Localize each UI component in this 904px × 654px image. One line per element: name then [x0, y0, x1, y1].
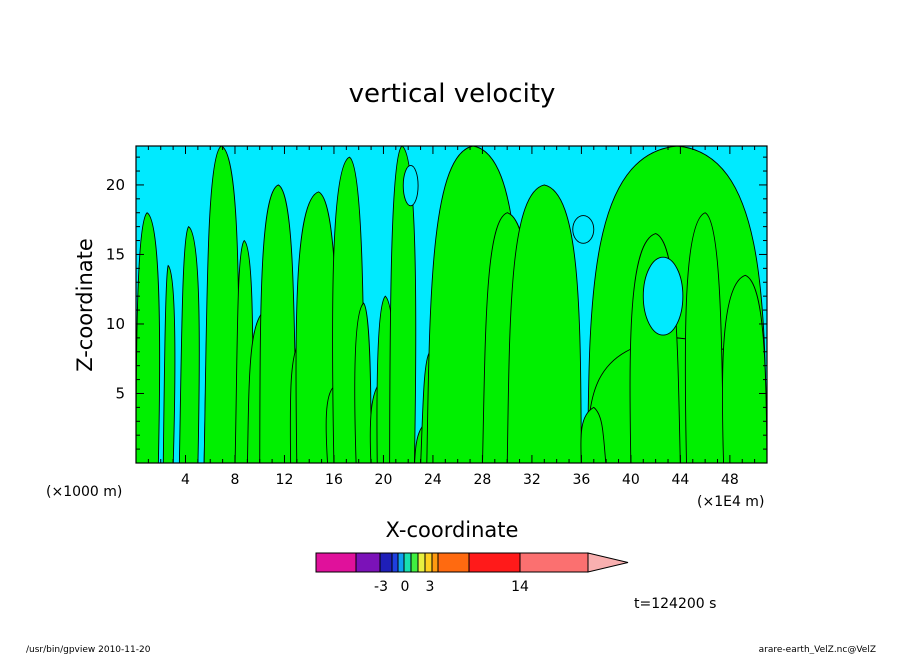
y-tick-label: 15 — [106, 245, 125, 263]
velocity-region — [162, 264, 176, 463]
plot-area — [135, 145, 768, 464]
x-tick-label: 16 — [325, 472, 343, 488]
colorbar-segment — [417, 552, 426, 573]
x-tick-label: 24 — [424, 472, 442, 488]
velocity-region — [506, 184, 582, 463]
x-tick-label: 8 — [231, 472, 240, 488]
y-tick-label: 20 — [106, 176, 125, 194]
colorbar-segment — [379, 552, 393, 573]
colorbar-segment — [431, 552, 439, 573]
velocity-region — [178, 226, 200, 463]
y-tick-label: 10 — [106, 315, 125, 333]
colorbar-segment — [355, 552, 381, 573]
x-tick-label: 48 — [721, 472, 739, 488]
x-tick-label: 4 — [181, 472, 190, 488]
velocity-region — [721, 274, 767, 463]
x-tick-label: 12 — [276, 472, 294, 488]
footer-left-note: /usr/bin/gpview 2010-11-20 — [26, 645, 151, 654]
colorbar-segment — [437, 552, 470, 573]
colorbar-segment — [391, 552, 399, 573]
x-scale-label: (×1E4 m) — [697, 494, 764, 510]
colorbar: -3 0 3 14 — [315, 552, 629, 595]
colorbar-tick-label: 14 — [511, 579, 529, 595]
colorbar-segment — [397, 552, 405, 573]
colorbar-tick-label: 0 — [401, 579, 410, 595]
colorbar-segment — [410, 552, 419, 573]
y-tick-label: 5 — [115, 384, 125, 402]
colorbar-segment — [403, 552, 412, 573]
x-unit-label: (×1000 m) — [46, 484, 122, 500]
colorbar-tick-label: -3 — [374, 579, 388, 595]
velocity-hole — [572, 215, 595, 244]
x-tick-label: 28 — [474, 472, 492, 488]
colorbar-segment — [468, 552, 521, 573]
x-tick-label: 44 — [671, 472, 689, 488]
y-axis: 5 10 15 20 — [106, 156, 767, 450]
colorbar-segment — [424, 552, 433, 573]
velocity-hole — [402, 165, 419, 207]
x-tick-label: 40 — [622, 472, 640, 488]
colorbar-extend-arrow — [587, 552, 629, 573]
colorbar-tick-label: 3 — [426, 579, 435, 595]
velocity-region — [684, 212, 725, 463]
colorbar-segment — [519, 552, 589, 573]
x-axis: 4 8 12 16 20 24 28 32 36 40 44 48 — [147, 146, 756, 488]
x-axis-title: X-coordinate — [386, 518, 519, 542]
velocity-region — [354, 302, 372, 463]
velocity-region — [136, 212, 161, 463]
time-label: t=124200 s — [634, 596, 716, 612]
chart-title: vertical velocity — [349, 79, 556, 109]
colorbar-segment — [315, 552, 357, 573]
x-tick-label: 20 — [375, 472, 393, 488]
x-tick-label: 32 — [523, 472, 541, 488]
velocity-hole — [642, 256, 684, 336]
y-axis-title: Z-coordinate — [73, 238, 97, 372]
velocity-region — [580, 406, 607, 463]
footer-right-note: arare-earth_VelZ.nc@VelZ — [759, 645, 876, 654]
plot-frame — [135, 145, 768, 464]
x-tick-label: 36 — [572, 472, 590, 488]
